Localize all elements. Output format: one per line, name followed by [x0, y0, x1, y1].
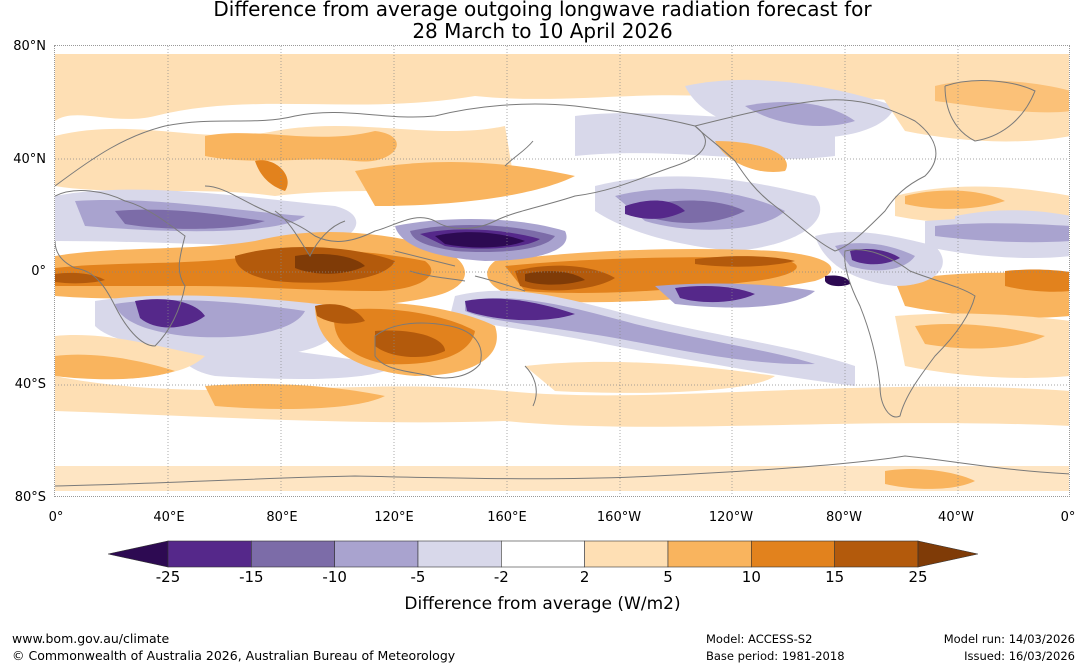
lon-label-80w: 80°W — [826, 510, 862, 525]
lon-label-120w: 120°W — [708, 510, 754, 525]
colorbar-tick-label: -25 — [155, 568, 181, 586]
coastline-india — [274, 210, 346, 258]
anomaly-shading — [55, 54, 1069, 491]
colorbar-tick-label: 2 — [579, 568, 590, 586]
coastline-maritime-continent — [394, 250, 526, 292]
coastline-north-america — [694, 99, 937, 252]
lat-label-equator: 0° — [31, 264, 46, 279]
coastlines — [55, 80, 1069, 487]
footer-dates: Model run: 14/03/2026 Issued: 16/03/2026 — [944, 631, 1075, 665]
coastline-antarctica — [55, 455, 1069, 487]
footer-left: www.bom.gov.au/climate © Commonwealth of… — [12, 630, 455, 664]
lon-label-0-east: 0° — [1060, 510, 1076, 525]
footer-base-period: Base period: 1981-2018 — [706, 649, 845, 663]
title-line-2: 28 March to 10 April 2026 — [412, 19, 673, 43]
arctic-positive-band — [55, 54, 1069, 121]
lat-label-40s: 40°S — [14, 377, 46, 392]
lat-label-80n: 80°N — [13, 39, 46, 54]
colorbar — [108, 540, 978, 568]
colorbar-extend-high — [917, 540, 978, 568]
graticule — [55, 46, 1069, 496]
footer-model-info: Model: ACCESS-S2 Base period: 1981-2018 — [706, 631, 845, 665]
colorbar-tick-label: -2 — [493, 568, 509, 586]
coastline-australia — [374, 322, 482, 379]
coastline-south-america — [844, 249, 976, 418]
title-line-1: Difference from average outgoing longwav… — [213, 0, 872, 21]
coastline-greenland — [944, 80, 1036, 142]
colorbar-segment — [667, 540, 752, 568]
coastline-japan — [504, 140, 534, 167]
colorbar-segment — [501, 540, 585, 568]
lon-label-160w: 160°W — [596, 510, 642, 525]
colorbar-segment — [251, 540, 335, 568]
coastline-eurasia — [55, 103, 706, 242]
lon-label-40w: 40°W — [938, 510, 974, 525]
colorbar-segment — [751, 540, 835, 568]
lat-label-80s: 80°S — [14, 490, 46, 505]
map-title: Difference from average outgoing longwav… — [0, 0, 1085, 42]
lon-label-40e: 40°E — [153, 510, 185, 525]
colorbar-segment — [584, 540, 669, 568]
lon-label-120e: 120°E — [374, 510, 414, 525]
colorbar-segment — [834, 540, 919, 568]
colorbar-label: Difference from average (W/m2) — [404, 594, 681, 614]
lon-label-160e: 160°E — [487, 510, 527, 525]
coastline-africa — [55, 190, 186, 347]
colorbar-tick-label: 10 — [741, 568, 761, 586]
footer-url[interactable]: www.bom.gov.au/climate — [12, 631, 170, 646]
colorbar-tick-label: 25 — [908, 568, 928, 586]
lon-label-80e: 80°E — [266, 510, 298, 525]
anomaly-map — [54, 45, 1070, 497]
colorbar-segment — [167, 540, 252, 568]
lat-label-40n: 40°N — [13, 152, 46, 167]
footer-copyright: © Commonwealth of Australia 2026, Austra… — [12, 648, 456, 663]
colorbar-tick-label: -15 — [239, 568, 264, 586]
colorbar-tick-label: 5 — [663, 568, 673, 586]
colorbar-segment — [417, 540, 502, 568]
colorbar-tick-label: -5 — [410, 568, 426, 586]
colorbar-tick-label: -10 — [322, 568, 347, 586]
footer-model: Model: ACCESS-S2 — [706, 632, 813, 646]
colorbar-segment — [334, 540, 419, 568]
footer-issued: Issued: 16/03/2026 — [964, 649, 1075, 663]
colorbar-tick-label: 15 — [825, 568, 845, 586]
coastline-new-zealand — [524, 365, 537, 407]
anomaly-field — [55, 46, 1069, 496]
colorbar-extend-low — [108, 540, 169, 568]
lon-label-0: 0° — [48, 510, 64, 525]
footer-model-run: Model run: 14/03/2026 — [943, 632, 1075, 646]
